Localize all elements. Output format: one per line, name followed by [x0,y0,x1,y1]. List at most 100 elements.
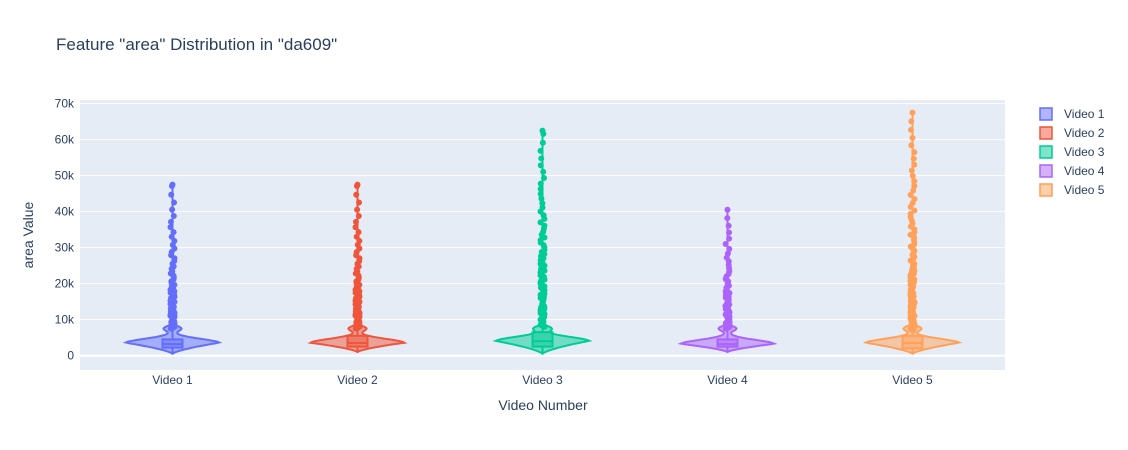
legend-item[interactable]: Video 3 [1039,145,1105,159]
outlier-point [170,229,177,236]
outlier-point [911,178,918,185]
outlier-point [537,162,544,169]
x-tick-label: Video 5 [892,373,933,387]
outlier-point [537,191,544,198]
max-point [169,181,176,188]
outlier-point [353,191,360,198]
outlier-point [355,212,362,219]
outlier-point [726,235,733,242]
violin-4 [677,206,778,354]
outlier-point [907,210,914,217]
y-tick-label: 40k [55,205,75,219]
x-tick-label: Video 1 [152,373,193,387]
y-tick-label: 10k [55,313,75,327]
outlier-point [540,168,547,175]
x-axis-title: Video Number [498,397,588,413]
violin-2 [307,181,408,354]
box [716,338,739,348]
outlier-point [911,161,918,168]
legend-label: Video 1 [1064,107,1105,121]
y-tick-label: 70k [55,97,75,111]
outlier-point [352,224,359,231]
outlier-point [356,199,363,206]
y-tick-label: 30k [55,241,75,255]
legend-label: Video 3 [1064,145,1105,159]
outlier-point [353,233,360,240]
chart-title: Feature "area" Distribution in "da609" [56,35,337,54]
legend-swatch [1039,164,1053,178]
max-point [909,109,916,116]
legend-item[interactable]: Video 5 [1039,183,1105,197]
violins [122,109,963,356]
outlier-point [907,191,914,198]
y-tick-label: 20k [55,277,75,291]
outlier-points [352,181,363,332]
outlier-points [167,181,178,332]
violin-1 [122,181,223,356]
outlier-point [909,134,916,141]
y-tick-labels: 0 10k 20k 30k 40k 50k 60k 70k [55,97,75,363]
outlier-point [538,195,545,202]
legend-item[interactable]: Video 4 [1039,164,1105,178]
outlier-point [352,218,359,225]
outlier-point [171,199,178,206]
outlier-point [726,245,733,252]
outlier-point [908,167,915,174]
x-tick-label: Video 4 [707,373,748,387]
outlier-point [911,207,918,214]
outlier-point [908,126,915,133]
outlier-point [539,200,546,207]
outlier-point [354,206,361,213]
outlier-point [537,180,544,187]
outlier-point [726,229,733,236]
outlier-point [537,147,544,154]
outlier-point [725,222,732,229]
outlier-point [910,187,917,194]
x-tick-labels: Video 1 Video 2 Video 3 Video 4 Video 5 [152,373,933,387]
max-point [724,206,731,213]
outlier-point [537,186,544,193]
max-point [539,127,546,134]
outlier-point [911,149,918,156]
outlier-point [908,142,915,149]
outlier-point [170,212,177,219]
y-tick-label: 0 [67,349,74,363]
legend-swatch [1039,145,1053,159]
legend-label: Video 2 [1064,126,1105,140]
outlier-point [538,155,545,162]
outlier-point [909,172,916,179]
x-tick-label: Video 2 [337,373,378,387]
y-tick-label: 50k [55,169,75,183]
max-point [354,181,361,188]
outlier-point [168,191,175,198]
outlier-point [539,204,546,211]
y-axis-title: area Value [20,201,36,268]
violin-5 [862,109,963,356]
legend-label: Video 5 [1064,183,1105,197]
outlier-points [907,109,918,334]
box [531,331,554,348]
outlier-point [355,229,362,236]
outlier-points [537,127,548,330]
x-tick-label: Video 3 [522,373,563,387]
legend-swatch [1039,183,1053,197]
legend-swatch [1039,126,1053,140]
legend-item[interactable]: Video 1 [1039,107,1105,121]
outlier-point [167,224,174,231]
outlier-point [724,215,731,222]
legend-item[interactable]: Video 2 [1039,126,1105,140]
outlier-point [911,196,918,203]
outlier-points [722,206,733,332]
outlier-point [169,206,176,213]
outlier-point [910,155,917,162]
outlier-point [539,139,546,146]
outlier-point [911,182,918,189]
y-tick-label: 60k [55,133,75,147]
outlier-point [724,250,731,257]
legend-swatch [1039,107,1053,121]
outlier-point [541,174,548,181]
outlier-point [537,219,544,226]
outlier-point [167,218,174,225]
legend-label: Video 4 [1064,164,1105,178]
